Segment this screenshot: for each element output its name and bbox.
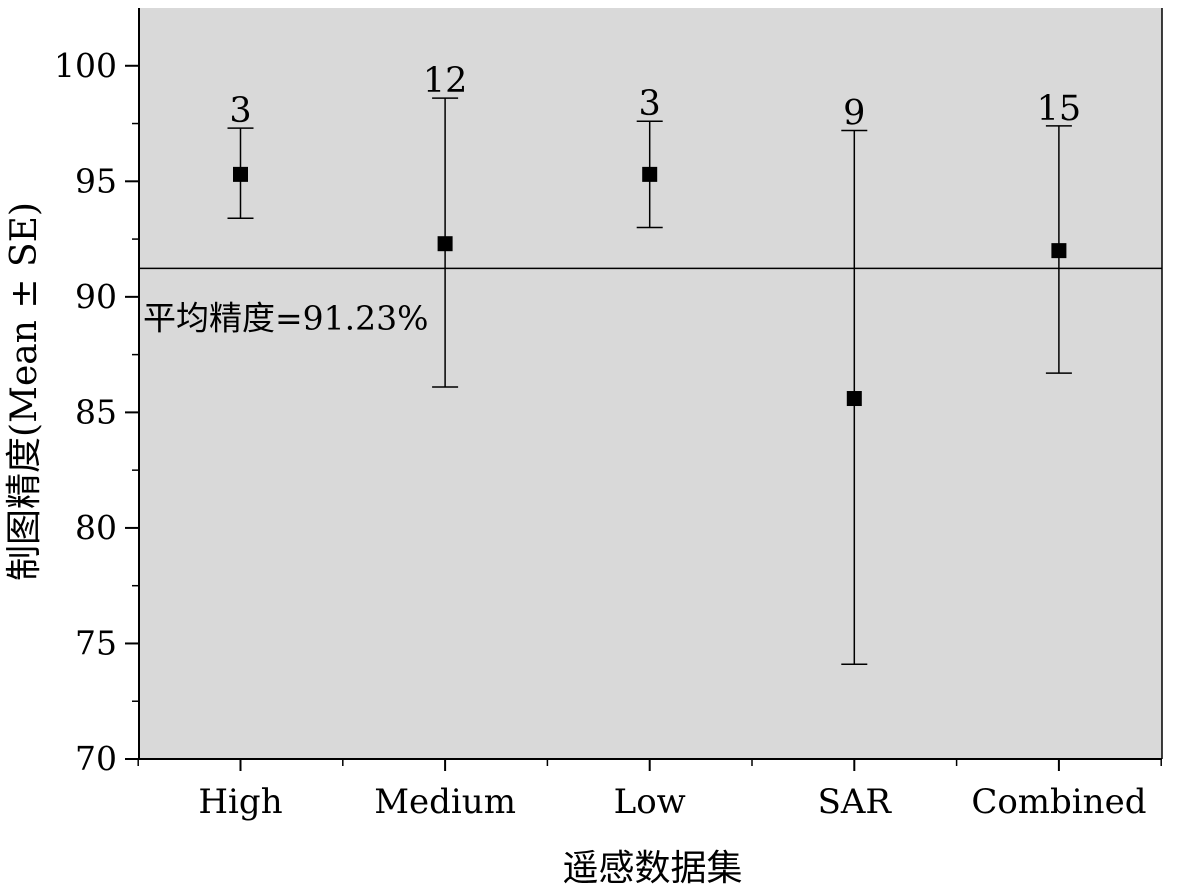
sample-count-label: 3 [229, 91, 251, 131]
reference-line-label: 平均精度=91.23% [143, 298, 428, 337]
x-tick-label: Combined [971, 782, 1146, 822]
y-tick-label: 70 [75, 739, 117, 778]
data-point [233, 166, 248, 182]
y-tick-label: 85 [75, 392, 117, 431]
y-tick-label: 75 [75, 623, 117, 662]
data-point [1051, 243, 1067, 259]
x-axis-title: 遥感数据集 [562, 848, 742, 889]
x-tick-label: Low [614, 782, 686, 822]
x-tick-label: Medium [374, 782, 516, 822]
y-tick-label: 80 [75, 508, 117, 547]
sample-count-label: 12 [423, 61, 468, 101]
y-tick-label: 100 [54, 46, 117, 85]
sample-count-label: 3 [639, 84, 661, 124]
y-tick-label: 90 [75, 277, 117, 316]
y-tick-label: 95 [75, 161, 117, 200]
x-tick-label: High [198, 782, 282, 822]
sample-count-label: 9 [843, 93, 865, 133]
x-tick-label: SAR [818, 782, 893, 822]
data-point [642, 166, 658, 182]
y-axis-title: 制图精度(Mean ± SE) [4, 202, 45, 581]
plot-area [139, 8, 1162, 759]
data-point [437, 236, 453, 252]
sample-count-label: 15 [1037, 89, 1082, 129]
data-point [846, 391, 862, 407]
